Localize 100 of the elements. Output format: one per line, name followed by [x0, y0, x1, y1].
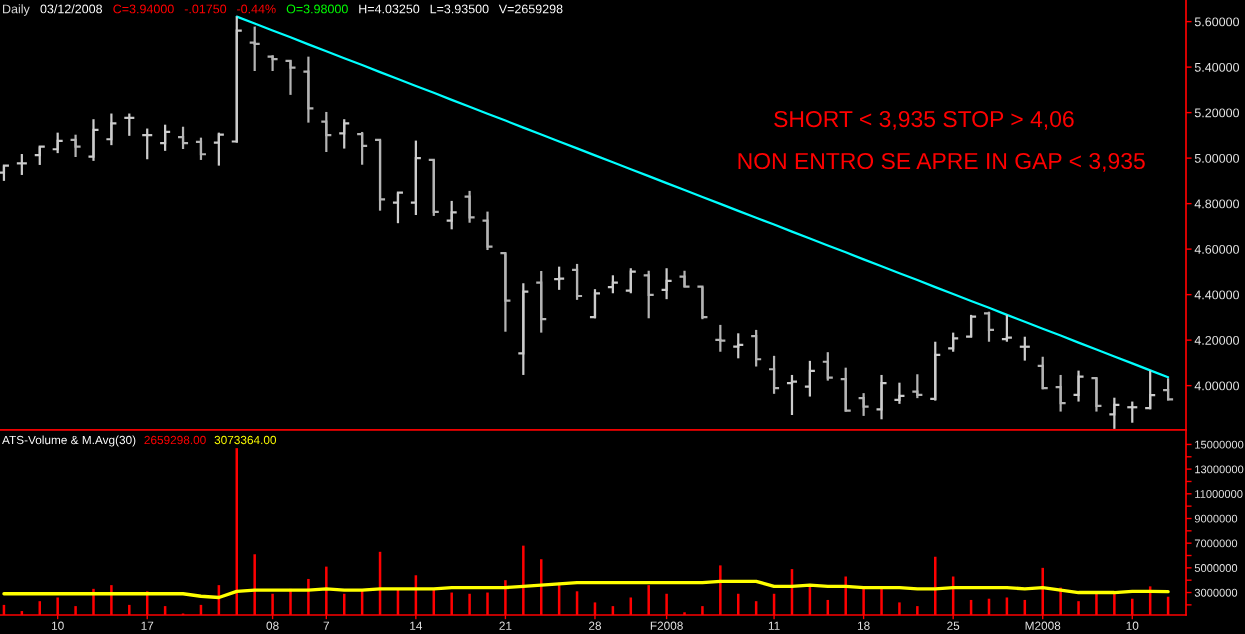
candlestick	[929, 340, 942, 402]
candlestick	[1054, 373, 1067, 413]
line-series	[235, 15, 1170, 379]
x-tick-label: 21	[499, 621, 512, 630]
candlestick	[767, 354, 781, 395]
candlestick	[1018, 335, 1031, 362]
candlestick	[624, 267, 637, 295]
y-tick-label: 5.00000	[1194, 153, 1240, 163]
annotation: NON ENTRO SE APRE IN GAP < 3,935	[738, 152, 1145, 172]
candlestick	[230, 15, 243, 144]
candlestick	[69, 133, 82, 159]
candlestick	[373, 138, 387, 212]
candlestick	[947, 331, 960, 353]
annotation: L=3.93500	[430, 4, 489, 14]
candlestick	[212, 131, 225, 167]
y-tick-label: 15000000	[1195, 440, 1244, 449]
candlestick	[51, 131, 64, 155]
candlestick	[302, 55, 315, 124]
x-tick-label: F2008	[650, 621, 683, 630]
candlestick	[714, 323, 727, 353]
candlestick	[785, 373, 799, 417]
candlestick	[1161, 377, 1175, 402]
line-series	[2, 579, 1170, 600]
candlestick	[696, 285, 709, 321]
candlestick	[87, 118, 100, 162]
candlestick	[338, 118, 351, 150]
annotation: 2659298.00	[144, 435, 206, 445]
x-tick-label: 14	[410, 621, 423, 630]
y-tick-label: 5.60000	[1194, 17, 1240, 27]
x-tick-label: 10	[52, 621, 64, 630]
y-tick-label: 4.40000	[1194, 290, 1240, 300]
candlestick	[141, 127, 154, 161]
candlestick	[1144, 369, 1157, 411]
x-tick-label: 10	[1126, 621, 1139, 630]
candlestick	[588, 288, 602, 320]
y-tick-label: 11000000	[1195, 490, 1243, 498]
x-tick-label: 28	[589, 621, 602, 630]
x-tick-label: 7	[323, 621, 330, 630]
annotation: -.01750	[184, 4, 227, 14]
y-tick-label: 4.60000	[1194, 244, 1240, 254]
y-tick-label: 9000000	[1194, 514, 1238, 523]
y-tick-label: 7000000	[1194, 539, 1238, 548]
candlestick	[964, 313, 978, 339]
y-tick-label: 13000000	[1195, 465, 1244, 474]
candlestick	[1036, 355, 1049, 391]
candlestick	[409, 139, 422, 217]
candlestick	[194, 136, 208, 162]
candlestick	[1126, 400, 1139, 424]
y-tick-label: 4.20000	[1194, 335, 1240, 345]
x-tick-label: 08	[266, 621, 279, 630]
candlestick	[839, 366, 852, 413]
candlestick	[427, 158, 440, 218]
x-tick-label: 11	[768, 621, 780, 630]
chart-title: Daily	[3, 4, 30, 16]
candlestick	[15, 152, 28, 177]
candlestick	[821, 351, 834, 382]
candlestick	[570, 262, 584, 301]
x-tick-label: 25	[947, 621, 960, 630]
candlestick	[911, 373, 924, 400]
y-tick-label: 4.80000	[1194, 199, 1240, 209]
candlestick	[176, 125, 190, 151]
annotation: 3073364.00	[214, 435, 277, 445]
candlestick	[642, 269, 655, 320]
candlestick	[982, 310, 996, 343]
annotation: 03/12/2008	[40, 4, 103, 14]
candlestick	[857, 392, 870, 417]
candlestick	[356, 130, 369, 166]
candlestick	[535, 269, 548, 334]
candlestick	[266, 54, 279, 73]
candlestick	[284, 59, 297, 96]
candlestick	[248, 25, 261, 73]
candlestick	[463, 189, 476, 224]
candlestick	[499, 252, 512, 333]
candlestick	[660, 267, 673, 301]
x-tick-label: 18	[857, 621, 870, 630]
annotation: SHORT < 3,935 STOP > 4,06	[774, 110, 1074, 130]
annotation: V=2659298	[498, 4, 563, 14]
candlestick	[320, 110, 333, 154]
y-tick-label: 3000000	[1194, 588, 1238, 597]
candlestick	[105, 112, 118, 147]
annotation: -0.44%	[237, 4, 276, 14]
candlestick	[1072, 369, 1085, 403]
candlestick	[893, 381, 906, 405]
candlestick	[1108, 396, 1121, 430]
y-tick-label: 5.20000	[1194, 108, 1240, 118]
annotation: C=3.94000	[113, 4, 174, 14]
y-tick-label: 5.40000	[1194, 62, 1240, 72]
candlestick	[1090, 376, 1103, 413]
candlestick	[481, 210, 494, 252]
x-tick-label: M2008	[1025, 621, 1061, 630]
candlestick	[33, 145, 46, 167]
y-tick-label: 4.00000	[1194, 381, 1240, 391]
candlestick	[803, 359, 817, 398]
candlestick	[732, 332, 745, 360]
candlestick	[123, 112, 136, 137]
candlestick	[875, 373, 888, 421]
candlestick	[159, 123, 172, 152]
candlestick	[445, 199, 458, 231]
candlestick	[517, 282, 530, 377]
chart-title: ATS-Volume & M.Avg(30)	[2, 435, 136, 447]
